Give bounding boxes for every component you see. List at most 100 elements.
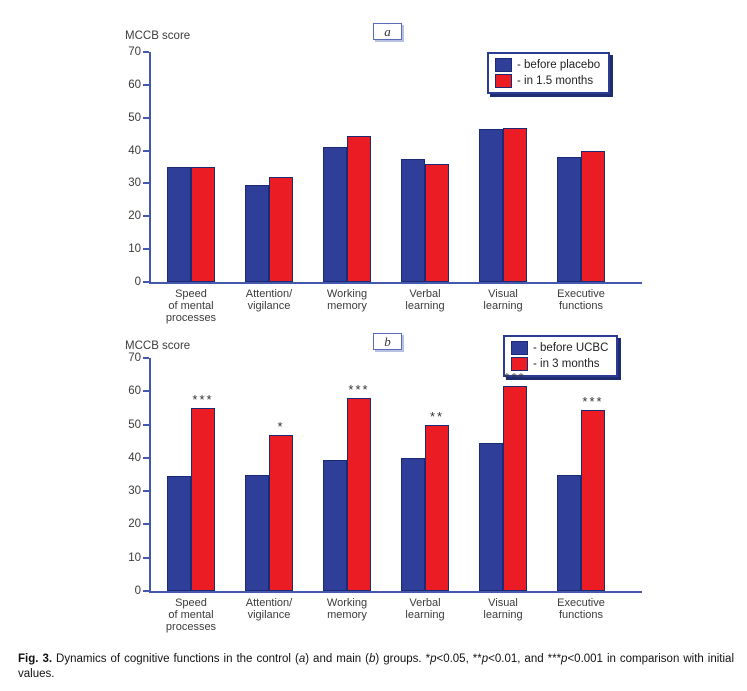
category-label-line: Verbal: [409, 597, 441, 609]
legend-label-after: - in 3 months: [533, 358, 600, 370]
y-tick-mark: [143, 116, 149, 119]
significance-marker: ***: [348, 381, 370, 397]
category-label-line: of mental: [168, 300, 214, 312]
category-label-line: processes: [165, 312, 217, 324]
caption-segment: Dynamics of cognitive functions in the c…: [52, 653, 299, 665]
y-tick-label: 70: [128, 46, 141, 58]
y-tick-label: 30: [128, 485, 141, 498]
caption-segment: ) and main (: [305, 653, 369, 665]
category-label-line: Visual: [488, 597, 518, 609]
category-label-line: memory: [327, 609, 367, 621]
category-label-line: vigilance: [247, 300, 291, 312]
y-tick-mark: [143, 83, 149, 86]
plot-area-b: 0 10 20 30 40 50 60 70 *** * *** ** *** *** Speed of me…: [128, 352, 642, 633]
category-label-line: Verbal: [409, 288, 441, 300]
legend-label-before: - before placebo: [517, 59, 601, 71]
y-tick-label: 20: [128, 518, 141, 531]
significance-marker: ***: [192, 391, 214, 407]
y-tick-mark: [143, 556, 149, 559]
bar-before: [479, 442, 503, 591]
bar-after: [269, 434, 293, 591]
bar-after: [581, 409, 605, 591]
category-label-line: learning: [483, 609, 523, 621]
bar-before: [557, 474, 581, 591]
category-label-line: Executive: [557, 597, 605, 609]
category-label-line: learning: [483, 300, 523, 312]
y-tick-mark: [143, 423, 149, 426]
category-label: Speed of mental processes: [146, 597, 236, 633]
y-tick-label: 30: [128, 177, 141, 190]
y-tick-mark: [143, 182, 149, 185]
bar-after: [425, 424, 449, 591]
category-label-line: Attention/: [245, 288, 293, 300]
caption-segment: <0.01, and ***: [488, 653, 562, 665]
y-tick-label: 40: [128, 144, 141, 157]
caption-segment: b: [369, 653, 376, 665]
category-label: Speed of mental processes: [146, 288, 236, 324]
bar-after: [347, 397, 371, 591]
category-label: Verbal learning: [380, 597, 470, 621]
caption-segment: p: [561, 653, 568, 665]
legend-row: - before placebo: [495, 57, 600, 73]
caption-segment: p: [430, 653, 437, 665]
category-label-line: Speed: [175, 597, 207, 609]
bar-after: [503, 386, 527, 591]
y-tick-label: 50: [128, 111, 141, 124]
category-label-line: Working: [326, 288, 368, 300]
y-tick-mark: [143, 281, 149, 283]
y-tick-mark: [143, 456, 149, 459]
panel-letter-b: b: [373, 333, 402, 350]
significance-marker: ***: [582, 393, 604, 409]
y-tick-label: 20: [128, 210, 141, 223]
y-tick-mark: [143, 215, 149, 218]
y-tick-label: 10: [128, 243, 141, 256]
category-label-line: Speed: [175, 288, 207, 300]
category-label-line: functions: [558, 300, 604, 312]
panel-letter-a: a: [373, 23, 402, 40]
category-label-line: of mental: [168, 609, 214, 621]
y-tick-mark: [143, 490, 149, 493]
caption-fig-label: Fig. 3.: [18, 653, 53, 665]
legend-label-after: - in 1.5 months: [517, 75, 594, 87]
legend-label-before: - before UCBC: [533, 342, 609, 354]
y-tick-label: 10: [128, 551, 141, 564]
bar-before: [479, 129, 503, 282]
legend-row: - before UCBC: [511, 340, 608, 356]
bar-after: [191, 407, 215, 591]
significance-marker: **: [429, 408, 445, 424]
caption-text: Dynamics of cognitive functions in the c…: [18, 653, 734, 680]
y-tick-mark: [143, 51, 149, 53]
y-tick-label: 70: [128, 352, 141, 364]
bar-before: [245, 185, 269, 282]
legend-row: - in 3 months: [511, 356, 608, 372]
panel-letter-b-text: b: [384, 334, 391, 349]
significance-marker: ***: [504, 370, 526, 386]
caption-segment: p: [481, 653, 489, 665]
bar-before: [167, 476, 191, 591]
bar-before: [401, 457, 425, 591]
y-tick-label: 60: [128, 385, 141, 398]
category-label-line: Visual: [488, 288, 518, 300]
y-tick-mark: [143, 390, 149, 393]
panel-letter-a-text: a: [384, 24, 391, 39]
y-tick-label: 0: [134, 276, 141, 288]
category-label: Verbal learning: [380, 288, 470, 312]
y-tick-label: 60: [128, 78, 141, 91]
caption-segment: <0.05, **: [436, 653, 482, 665]
bar-after: [191, 167, 215, 282]
category-label: Working memory: [302, 597, 392, 621]
y-axis-title-a: MCCB score: [125, 30, 191, 42]
significance-marker: *: [277, 418, 285, 434]
bar-after: [581, 150, 605, 282]
category-label-line: Working: [326, 597, 368, 609]
category-label: Executive functions: [536, 288, 626, 312]
bar-before: [557, 157, 581, 282]
bar-after: [503, 127, 527, 282]
bar-before: [323, 147, 347, 282]
chart-panel-a: MCCB score a - before placebo - in 1.5 m…: [0, 20, 747, 330]
category-label-line: Executive: [557, 288, 605, 300]
bar-before: [323, 459, 347, 591]
caption-segment: <0.001 in comparison with initial values…: [18, 653, 734, 680]
category-label-line: functions: [558, 609, 604, 621]
